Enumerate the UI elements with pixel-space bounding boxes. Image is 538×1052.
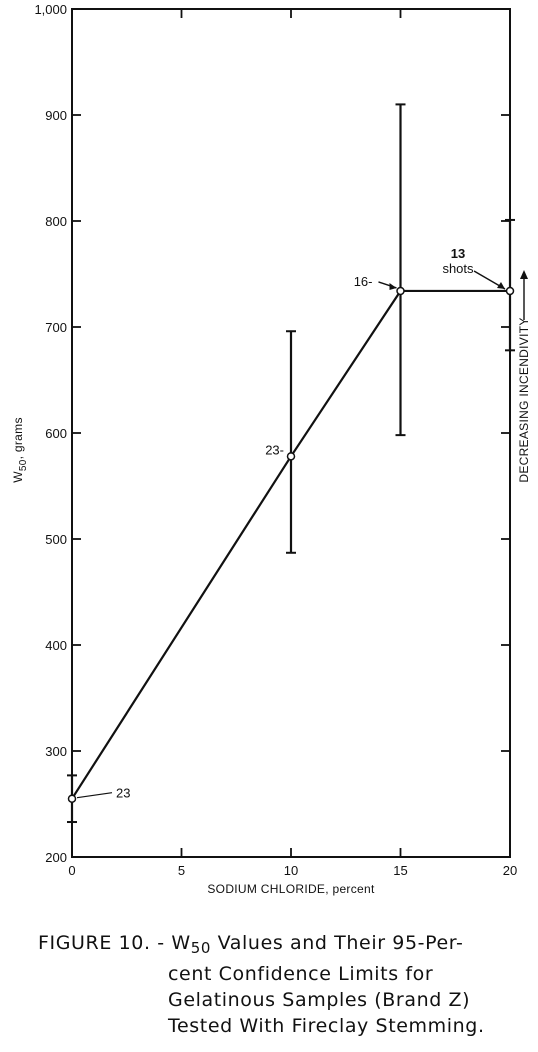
annotation-label: 16-	[354, 274, 373, 289]
chart: 200 300 400 500 600 700 800 900 1,000 0 5 10 15 20 23…	[11, 2, 531, 896]
caption-prefix: FIGURE 10. - W	[38, 932, 191, 954]
data-points	[67, 286, 515, 803]
annotation-label: 23-	[265, 442, 284, 457]
caption-line-3: Gelatinous Samples (Brand Z)	[168, 989, 471, 1011]
annotation-label: 23	[116, 786, 130, 801]
caption-subscript: 50	[190, 939, 212, 957]
x-tick-label: 10	[284, 863, 298, 878]
right-axis-label: DECREASING INCENDIVITY	[517, 317, 531, 482]
x-tick-label: 20	[503, 863, 517, 878]
error-bars	[67, 103, 515, 824]
x-tick-label: 5	[178, 863, 185, 878]
caption-line-1-rest: Values and Their 95-Per-	[211, 932, 464, 954]
right-arrowhead	[520, 270, 528, 279]
x-tick-label: 15	[393, 863, 407, 878]
y-axis-title-subscript: 50	[18, 459, 29, 471]
y-tick-label: 700	[45, 320, 67, 335]
y-tick-label: 400	[45, 638, 67, 653]
annotation-label: shots	[442, 261, 474, 276]
annotation-label: 13	[451, 246, 465, 261]
annotation-arrowhead	[497, 281, 505, 289]
y-tick-label: 200	[45, 850, 67, 865]
y-tick-label: 500	[45, 532, 67, 547]
data-point	[505, 286, 515, 296]
y-tick-label: 600	[45, 426, 67, 441]
y-tick-label: 1,000	[34, 2, 67, 17]
y-tick-label: 800	[45, 214, 67, 229]
x-axis-title: SODIUM CHLORIDE, percent	[207, 882, 375, 896]
y-tick-label: 900	[45, 108, 67, 123]
caption-line-4: Tested With Fireclay Stemming.	[168, 1015, 485, 1037]
data-point	[67, 794, 77, 803]
y-axis-title-unit: , grams	[11, 417, 25, 459]
y-tick-label: 300	[45, 744, 67, 759]
series-lines	[71, 289, 510, 800]
caption-line-1: FIGURE 10. - W50 Values and Their 95-Per…	[38, 930, 533, 961]
series-line	[71, 289, 510, 800]
data-point	[396, 286, 405, 296]
annotation-arrowhead	[389, 282, 397, 290]
annotation-leader	[76, 792, 113, 799]
data-point	[286, 452, 296, 461]
y-axis-title-main: W	[11, 471, 25, 483]
caption-line-2: cent Confidence Limits for	[168, 963, 434, 985]
figure-caption: FIGURE 10. - W50 Values and Their 95-Per…	[38, 930, 533, 1039]
x-tick-label: 0	[68, 863, 75, 878]
y-axis-title: W50, grams	[11, 417, 29, 482]
axes: 200 300 400 500 600 700 800 900 1,000 0 5 10 15 20	[34, 2, 517, 878]
